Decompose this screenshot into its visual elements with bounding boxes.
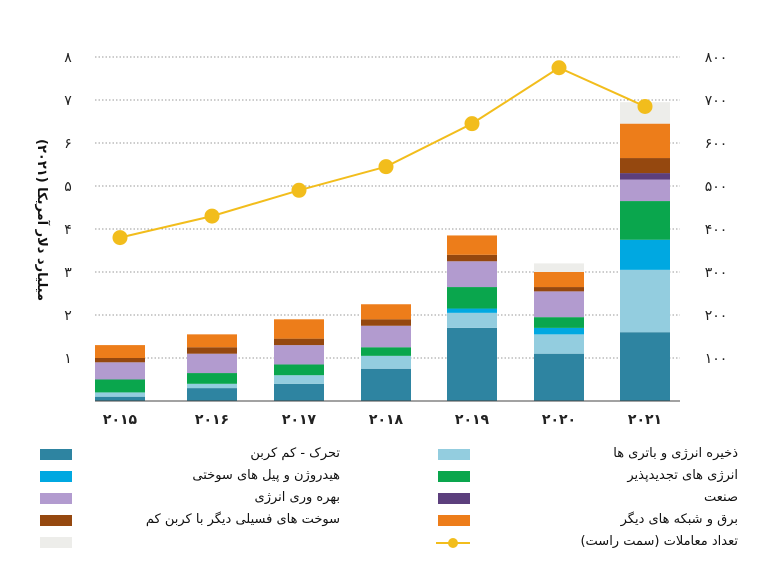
bar-segment [620,269,670,333]
bar-segment [447,287,497,309]
bar-segment [447,254,497,262]
deals-point [637,98,653,114]
bar-segment [95,358,145,363]
y-axis-label: میلیارد دلار آمریکا (۲۰۲۱) [34,139,51,301]
bar-segment [274,345,324,365]
x-tick-label: ۲۰۱۸ [369,412,404,428]
left-tick-label: ۵ [64,179,72,195]
bar-segment [620,201,670,240]
left-tick-label: ۸ [64,50,72,66]
bars [95,102,670,401]
bar-segment [447,261,497,288]
bar-segment [620,158,670,174]
bar-segment [620,123,670,159]
deals-point [464,116,480,132]
left-tick-label: ۳ [64,265,72,281]
bar-segment [361,355,411,369]
x-tick-label: ۲۰۱۹ [455,412,490,428]
bar-segment [447,308,497,313]
deals-line [112,60,653,246]
bar-segment [534,327,584,335]
bar-segment [187,388,237,401]
bar-segment [95,345,145,358]
bar-segment [447,327,497,401]
bar-segment [447,235,497,255]
right-axis-ticks: ۱۰۰ ۲۰۰ ۳۰۰ ۴۰۰ ۵۰۰ ۶۰۰ ۷۰۰ ۸۰۰ [705,50,728,367]
x-tick-label: ۲۰۱۵ [103,412,138,428]
bar-segment [361,325,411,348]
right-tick-label: ۵۰۰ [705,179,728,195]
right-tick-label: ۶۰۰ [705,136,728,152]
bar-segment [361,319,411,326]
bar-segment [187,373,237,384]
bar-segment [95,396,145,401]
left-tick-label: ۶ [64,136,72,152]
bar-segment [620,332,670,401]
right-tick-label: ۲۰۰ [705,308,728,324]
bar-segment [534,291,584,318]
bar-segment [620,179,670,202]
right-tick-label: ۴۰۰ [705,222,728,238]
bar-segment [187,334,237,348]
right-tick-label: ۳۰۰ [705,265,728,281]
deals-line-path [119,66,646,239]
bar-segment [95,362,145,380]
deals-point [378,159,394,175]
left-tick-label: ۱ [64,351,72,367]
deals-point [112,230,128,246]
x-tick-label: ۲۰۲۱ [628,412,662,428]
left-tick-label: ۷ [64,93,72,109]
x-tick-label: ۲۰۱۶ [195,412,229,428]
bar-segment [361,368,411,401]
bar-segment [534,334,584,354]
bar-segment [274,338,324,346]
bar-segment [361,304,411,320]
right-tick-label: ۱۰۰ [705,351,728,367]
bar-segment [187,347,237,354]
left-axis-ticks: ۱ ۲ ۳ ۴ ۵ ۶ ۷ ۸ [64,50,72,367]
bar-segment [187,383,237,389]
bar-segment [534,287,584,292]
left-tick-label: ۲ [64,308,72,324]
bar-segment [95,379,145,393]
left-tick-label: ۴ [64,222,72,238]
deals-point [204,208,220,224]
bar-segment [534,353,584,401]
bar-segment [187,353,237,374]
bar-segment [534,272,584,288]
deals-point [551,60,567,76]
bar-segment [534,263,584,272]
bar-segment [95,392,145,397]
bar-segment [620,239,670,270]
deals-point [291,182,307,198]
bar-segment [534,317,584,328]
bar-segment [274,319,324,339]
x-tick-label: ۲۰۱۷ [282,412,317,428]
bar-segment [620,173,670,180]
bar-segment [274,364,324,376]
bar-segment [447,312,497,328]
right-tick-label: ۷۰۰ [705,93,728,109]
right-tick-label: ۸۰۰ [705,50,728,66]
bar-segment [274,383,324,401]
bar-segment [361,347,411,356]
x-tick-label: ۲۰۲۰ [542,412,576,428]
x-axis-ticks: ۲۰۱۵ ۲۰۱۶ ۲۰۱۷ ۲۰۱۸ ۲۰۱۹ ۲۰۲۰ ۲۰۲۱ [103,412,662,428]
bar-segment [274,375,324,384]
